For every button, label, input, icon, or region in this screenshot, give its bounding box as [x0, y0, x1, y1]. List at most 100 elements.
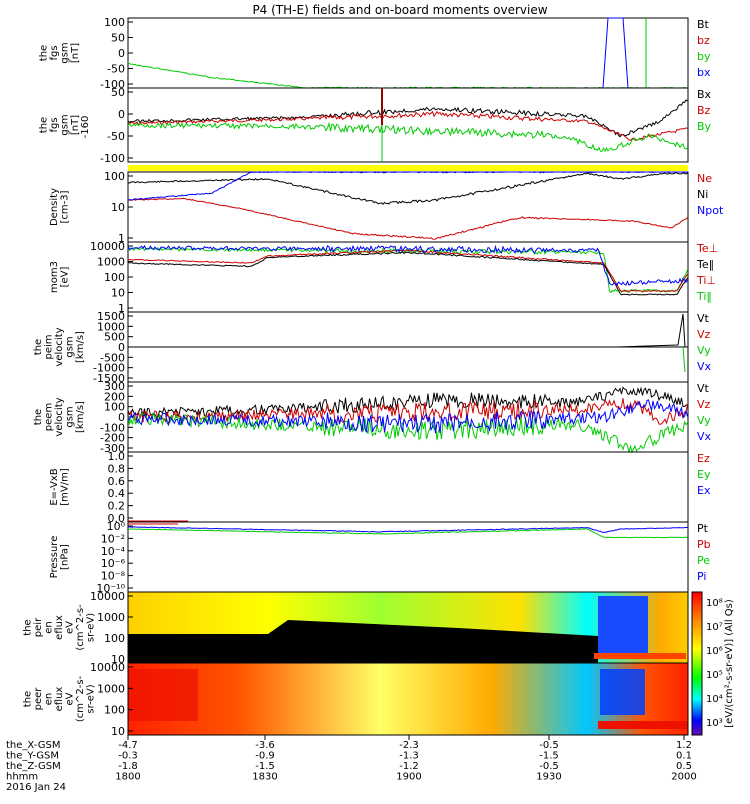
y-axis-label-line: [nT] [70, 43, 81, 63]
y-tick-label: 1000 [97, 256, 125, 269]
y-tick-label: -1000 [93, 362, 125, 375]
heatmap-cold-region [598, 596, 648, 653]
colorbar [691, 591, 703, 736]
y-axis-label-line: eflux [54, 687, 65, 712]
x-row-value: 1800 [115, 772, 140, 783]
x-row-label: the_Y-GSM [6, 751, 59, 762]
y-tick-label: -100 [100, 78, 125, 91]
heatmap-band [594, 653, 686, 659]
y-axis-label-line: eV [65, 621, 76, 634]
y-tick-label: 50 [111, 32, 125, 45]
y-axis-label-line: sr-eV) [86, 684, 97, 713]
y-tick-label: 100 [104, 271, 125, 284]
y-axis-label-line: sr-eV) [86, 613, 97, 642]
y-tick-label: 10 [111, 201, 125, 214]
y-axis-label-line: peem [44, 403, 55, 431]
panel-7: 1.00.80.60.40.20.0 E=-VxB [mV/m] Ez Ey Ex [49, 450, 711, 525]
panel-3: 100 10 1 Density [cm-3] Ne Ni Npot [49, 170, 724, 245]
y-axis-label-line: mom3 [49, 261, 60, 293]
y-tick-label: 0 [118, 108, 125, 121]
trace-Vt [617, 313, 688, 348]
y-tick-label: -300 [100, 442, 125, 455]
trace-Vt [127, 386, 688, 418]
legend-By: By [697, 120, 712, 133]
legend-Te⊥: Te⊥ [696, 242, 718, 255]
y-tick-label: -100 [100, 152, 125, 165]
legend-Vt: Vt [697, 382, 710, 395]
y-axis-label-line: peim [44, 334, 55, 359]
x-row-label: the_X-GSM [6, 740, 60, 751]
legend-Ez: Ez [697, 452, 710, 465]
trace-Te-par [127, 251, 688, 296]
y-tick-label: 100 [104, 401, 125, 414]
y-tick-label: 10⁻² [101, 532, 125, 545]
legend-bx: bx [697, 66, 711, 79]
trace-Npot [127, 171, 688, 201]
y-axis-label-line: eflux [54, 615, 65, 640]
legend-Pe: Pe [697, 554, 710, 567]
y-tick-label: 100 [104, 16, 125, 29]
y-tick-label: 100 [104, 632, 125, 645]
colorbar-tick-label: 10⁴ [706, 694, 723, 705]
trace-Ti-par [127, 246, 688, 294]
y-axis-label-line: (cm^2-s- [75, 604, 86, 651]
legend-Vx: Vx [697, 360, 712, 373]
y-axis-label-line: velocity [54, 327, 65, 366]
y-axis-label-line: the [23, 691, 34, 707]
y-tick-label: 10000 [90, 661, 125, 674]
y-axis-label-line: fgs [49, 45, 60, 60]
y-tick-label: 1 [118, 232, 125, 245]
y-axis-label-line: gsm [59, 42, 70, 63]
trace-Pi [127, 526, 688, 534]
y-tick-label: 1.0 [108, 450, 126, 463]
y-axis-label-line: gsm [65, 336, 76, 357]
panel-frame [127, 171, 689, 243]
y-axis-label-line: E=-VxB [49, 468, 60, 505]
x-row-value: -4.7 [118, 740, 138, 751]
y-tick-label: 500 [104, 331, 125, 344]
y-tick-label: 1000 [97, 682, 125, 695]
legend-Pt: Pt [697, 522, 709, 535]
y-axis-label-line: [km/s] [75, 401, 86, 433]
legend-Vx: Vx [697, 430, 712, 443]
x-row-value: 1900 [396, 772, 421, 783]
y-tick-label: 50 [111, 86, 125, 99]
legend-by: by [697, 50, 711, 63]
legend-Te‖: Te‖ [696, 258, 714, 271]
colorbar-tick-label: 10³ [706, 718, 723, 729]
heatmap-band [598, 721, 688, 729]
y-axis-label-line: [mV/m] [59, 468, 70, 506]
date-label: 2016 Jan 24 [6, 782, 66, 793]
legend-Vz: Vz [697, 328, 711, 341]
legend-Vz: Vz [697, 398, 711, 411]
y-tick-label: 10 [111, 287, 125, 300]
x-row-value: -0.9 [255, 751, 275, 762]
legend-Ti‖: Ti‖ [696, 290, 712, 303]
colorbar-tick-label: 10⁷ [706, 622, 723, 633]
legend-Ey: Ey [697, 468, 711, 481]
y-axis-label-line: gsm [59, 114, 70, 135]
heatmap-electron [128, 663, 688, 735]
legend-Vt: Vt [697, 312, 710, 325]
trace-Vy [682, 346, 686, 373]
trace-Bz [127, 110, 688, 141]
y-tick-label: 0.6 [108, 475, 126, 488]
trace-Bx [127, 99, 688, 138]
y-tick-label: 0.4 [108, 487, 126, 500]
x-row-value: -1.5 [255, 761, 275, 772]
y-axis-label-line: Pressure [49, 536, 60, 579]
trace-Ni [127, 172, 688, 206]
y-axis-label-line: [nPa] [59, 544, 70, 570]
y-tick-label: 0.0 [108, 512, 126, 525]
y-axis-label-line: the [33, 409, 44, 425]
y-tick-label: 10 [111, 725, 125, 738]
x-row-value: 0.1 [676, 751, 692, 762]
trace-Ti-perp [127, 244, 688, 286]
legend-Bz: Bz [697, 104, 711, 117]
colorbar-tick-label: 10⁵ [706, 670, 723, 681]
heatmap-cold-region [600, 669, 645, 715]
y-axis-label-line: fgs [49, 117, 60, 132]
y-axis-label-line: the [23, 619, 34, 635]
